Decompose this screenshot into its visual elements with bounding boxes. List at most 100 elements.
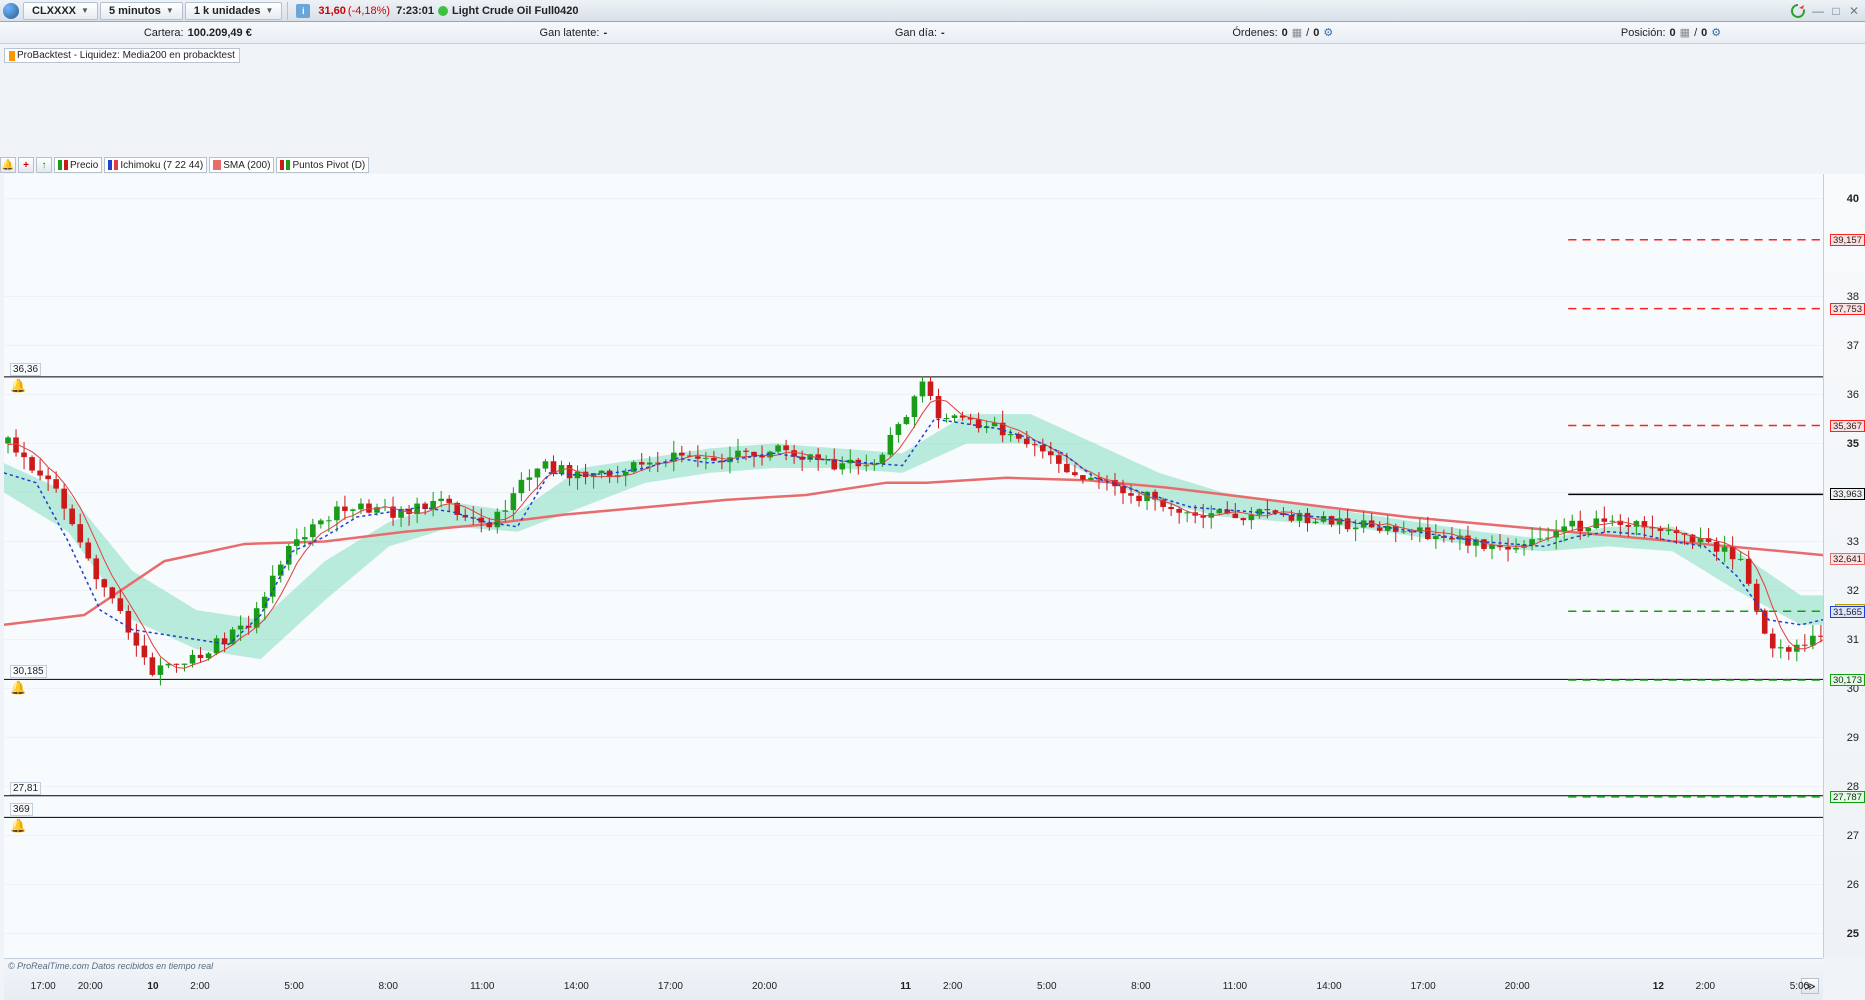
move-up-icon[interactable]: ↑	[36, 157, 52, 173]
y-tick: 38	[1847, 291, 1859, 303]
pivot-price-label: 39,157	[1830, 234, 1865, 246]
posicion-value2: 0	[1701, 27, 1707, 39]
gear-icon[interactable]: ⚙	[1323, 26, 1333, 39]
symbol-label: CLXXXX	[32, 5, 76, 17]
minimize-icon[interactable]: —	[1811, 4, 1825, 18]
x-tick: 11	[900, 981, 911, 992]
horizontal-line-label: 36,36	[10, 363, 41, 376]
y-tick: 29	[1847, 732, 1859, 744]
price-label: 31,565	[1830, 606, 1865, 618]
price-label: 32,641	[1830, 553, 1865, 565]
y-tick: 35	[1847, 438, 1859, 450]
indicator-precio[interactable]: Precio	[54, 157, 102, 173]
cartera-label: Cartera:	[144, 27, 184, 39]
ordenes-value: 0	[1282, 27, 1288, 39]
y-tick: 37	[1847, 340, 1859, 352]
ichimoku-label: Ichimoku (7 22 44)	[120, 160, 203, 171]
cartera-value: 100.209,49 €	[188, 27, 252, 39]
maximize-icon[interactable]: □	[1829, 4, 1843, 18]
x-tick: 20:00	[1505, 981, 1530, 992]
x-axis: © ProRealTime.com Datos recibidos en tie…	[4, 958, 1823, 1000]
precio-label: Precio	[70, 160, 98, 171]
stat-ordenes: Órdenes: 0 ▦ / 0⚙	[1232, 26, 1333, 39]
gan-latente-value: -	[603, 27, 607, 39]
add-indicator-icon[interactable]: +	[18, 157, 34, 173]
globe-icon	[3, 3, 19, 19]
pivot-price-label: 30,173	[1830, 674, 1865, 686]
bell-icon[interactable]: 🔔	[10, 680, 26, 696]
y-tick: 33	[1847, 536, 1859, 548]
stats-bar: Cartera: 100.209,49 € Gan latente: - Gan…	[0, 22, 1865, 44]
main-toolbar: CLXXXX▼ 5 minutos▼ 1 k unidades▼ i 31,60…	[0, 0, 1865, 22]
alert-icon[interactable]: 🔔	[0, 157, 16, 173]
x-tick: 14:00	[1317, 981, 1342, 992]
refresh-icon[interactable]	[1789, 3, 1807, 19]
caret-down-icon: ▼	[265, 6, 273, 15]
gan-dia-label: Gan día:	[895, 27, 937, 39]
x-tick: 2:00	[943, 981, 962, 992]
x-tick: 17:00	[1411, 981, 1436, 992]
x-tick: 5:00	[284, 981, 303, 992]
pivot-label: Puntos Pivot (D)	[292, 160, 365, 171]
indicator-row: 🔔 + ↑ Precio Ichimoku (7 22 44) SMA (200…	[0, 156, 369, 174]
symbol-dropdown[interactable]: CLXXXX ▼	[23, 2, 98, 20]
timeframe-dropdown[interactable]: 5 minutos ▼	[100, 2, 183, 20]
bell-icon[interactable]: 🔔	[10, 378, 26, 394]
x-tick: 20:00	[752, 981, 777, 992]
ordenes-value2: 0	[1313, 27, 1319, 39]
x-tick: 8:00	[378, 981, 397, 992]
x-tick: 14:00	[564, 981, 589, 992]
timestamp: 7:23:01	[396, 5, 434, 17]
units-dropdown[interactable]: 1 k unidades ▼	[185, 2, 283, 20]
y-axis-scale: 25262728293031323334353637384039,15737,7…	[1823, 174, 1865, 958]
chart-area[interactable]: R3 DR2 DR1 DPiv DS1 DS2 DS3 D36,36🔔30,18…	[4, 174, 1865, 958]
sma-label: SMA (200)	[223, 160, 270, 171]
stat-cartera: Cartera: 100.209,49 €	[144, 27, 252, 39]
horizontal-line-label: 27,81	[10, 782, 41, 795]
bell-icon[interactable]: 🔔	[10, 818, 26, 834]
x-tick: 2:00	[1696, 981, 1715, 992]
stat-posicion: Posición: 0 ▦ / 0⚙	[1621, 26, 1721, 39]
x-tick: 20:00	[78, 981, 103, 992]
x-tick: 8:00	[1131, 981, 1150, 992]
indicator-ichimoku[interactable]: Ichimoku (7 22 44)	[104, 157, 207, 173]
x-tick: 5:00	[1790, 981, 1809, 992]
y-tick: 32	[1847, 585, 1859, 597]
price-change: (-4,18%)	[348, 5, 390, 17]
indicator-pivot[interactable]: Puntos Pivot (D)	[276, 157, 369, 173]
ordenes-label: Órdenes:	[1232, 27, 1277, 39]
pivot-price-label: 37,753	[1830, 303, 1865, 315]
timeframe-label: 5 minutos	[109, 5, 161, 17]
pivot-price-label: 27,787	[1830, 791, 1865, 803]
caret-down-icon: ▼	[166, 6, 174, 15]
caret-down-icon: ▼	[81, 6, 89, 15]
x-tick: 2:00	[190, 981, 209, 992]
probacktest-label[interactable]: ProBacktest - Liquidez: Media200 en prob…	[4, 48, 240, 63]
indicator-sma[interactable]: SMA (200)	[209, 157, 274, 173]
x-tick: 12	[1653, 981, 1664, 992]
footer-text: © ProRealTime.com Datos recibidos en tie…	[8, 961, 213, 971]
gear-icon[interactable]: ⚙	[1711, 26, 1721, 39]
y-tick: 36	[1847, 389, 1859, 401]
horizontal-line-label: 369	[10, 803, 33, 816]
orange-block-icon	[9, 51, 15, 61]
y-tick: 26	[1847, 879, 1859, 891]
x-tick: 11:00	[1223, 981, 1247, 992]
gan-latente-label: Gan latente:	[540, 27, 600, 39]
y-tick: 31	[1847, 634, 1859, 646]
x-tick: 17:00	[658, 981, 683, 992]
horizontal-line-label: 30,185	[10, 665, 47, 678]
units-label: 1 k unidades	[194, 5, 261, 17]
posicion-label: Posición:	[1621, 27, 1666, 39]
stat-gan-latente: Gan latente: -	[540, 27, 608, 39]
posicion-value: 0	[1670, 27, 1676, 39]
y-tick: 27	[1847, 830, 1859, 842]
x-tick: 11:00	[470, 981, 494, 992]
instrument-name: Light Crude Oil Full0420	[452, 5, 579, 17]
y-tick: 40	[1847, 193, 1859, 205]
pivot-price-label: 35,367	[1830, 420, 1865, 432]
price-chart[interactable]	[4, 174, 1865, 958]
info-icon[interactable]: i	[296, 4, 310, 18]
close-icon[interactable]: ✕	[1847, 4, 1861, 18]
x-tick: 5:00	[1037, 981, 1056, 992]
